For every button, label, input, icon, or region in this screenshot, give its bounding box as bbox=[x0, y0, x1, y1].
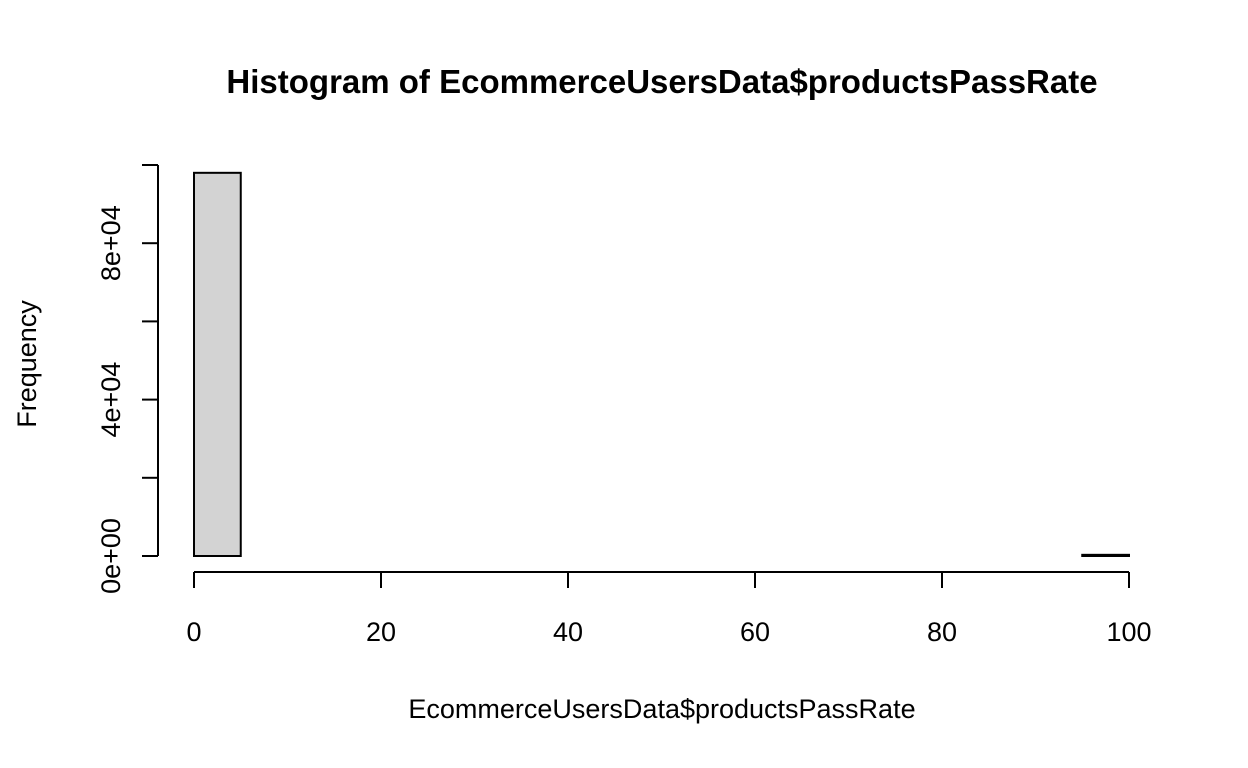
y-axis-label: Frequency bbox=[12, 300, 42, 428]
x-axis-label: EcommerceUsersData$productsPassRate bbox=[408, 694, 915, 724]
x-tick-label-3: 60 bbox=[740, 617, 770, 647]
x-tick-label-4: 80 bbox=[927, 617, 957, 647]
x-axis: 0 20 40 60 80 100 bbox=[186, 571, 1152, 647]
y-tick-label-0: 0e+00 bbox=[96, 518, 126, 594]
bars-group bbox=[193, 171, 1130, 558]
y-tick-label-2: 8e+04 bbox=[96, 205, 126, 281]
y-tick-label-1: 4e+04 bbox=[96, 362, 126, 438]
x-tick-label-5: 100 bbox=[1106, 617, 1151, 647]
histogram-bar-0 bbox=[193, 171, 242, 557]
x-tick-label-2: 40 bbox=[553, 617, 583, 647]
chart-title: Histogram of EcommerceUsersData$products… bbox=[226, 63, 1097, 100]
histogram-bar-19 bbox=[1081, 553, 1130, 558]
x-tick-label-0: 0 bbox=[186, 617, 201, 647]
y-axis: 0e+00 4e+04 8e+04 bbox=[96, 164, 159, 594]
x-tick-label-1: 20 bbox=[366, 617, 396, 647]
